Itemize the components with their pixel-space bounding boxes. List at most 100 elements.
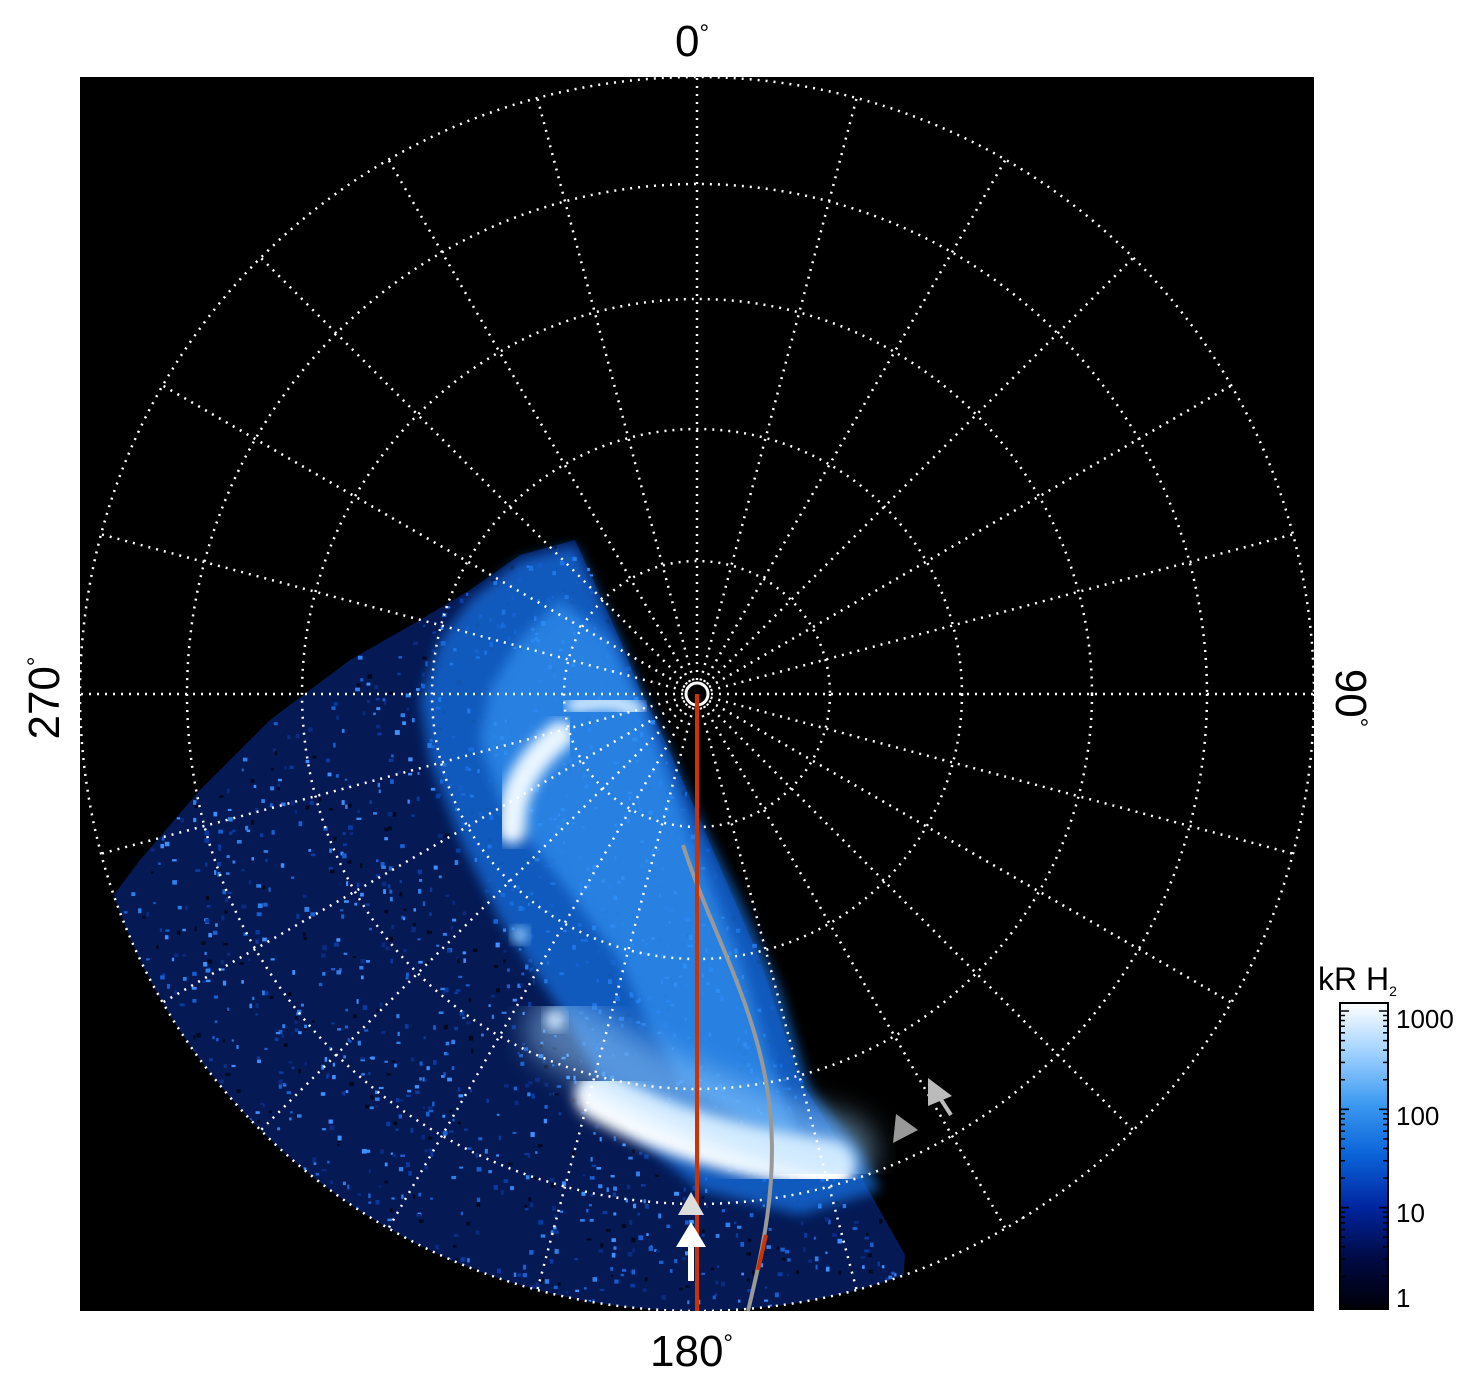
noise-speck	[380, 862, 385, 867]
noise-speck	[550, 1230, 554, 1235]
noise-speck	[312, 1157, 317, 1163]
noise-speck	[327, 772, 332, 777]
noise-speck	[685, 1251, 690, 1256]
noise-speck	[631, 1237, 636, 1243]
noise-speck	[179, 1003, 185, 1007]
noise-speck	[524, 1153, 529, 1156]
noise-speck	[669, 1323, 671, 1325]
noise-speck	[398, 1114, 402, 1119]
noise-speck	[213, 995, 219, 999]
noise-speck	[164, 841, 170, 847]
noise-speck	[468, 998, 472, 1003]
noise-speck	[201, 941, 206, 946]
noise-speck	[813, 1236, 817, 1240]
noise-speck	[219, 1079, 224, 1084]
noise-speck	[644, 1277, 648, 1282]
noise-speck	[193, 1035, 196, 1040]
noise-speck	[748, 1238, 752, 1242]
noise-speck	[627, 1251, 633, 1257]
noise-speck	[214, 1020, 218, 1024]
noise-speck	[433, 1025, 436, 1030]
arrow-grey-upper	[678, 1192, 704, 1215]
noise-speck	[340, 1326, 345, 1328]
noise-speck	[360, 892, 364, 897]
noise-speck	[322, 945, 328, 951]
noise-speck	[377, 782, 380, 788]
noise-speck	[245, 825, 249, 831]
noise-speck	[333, 742, 336, 748]
noise-speck	[498, 1135, 501, 1141]
noise-speck	[746, 1321, 750, 1325]
noise-speck	[277, 785, 281, 791]
noise-speck	[236, 1089, 241, 1093]
noise-speck	[422, 1077, 425, 1082]
noise-speck	[681, 1257, 687, 1260]
noise-speck	[866, 1232, 869, 1236]
noise-speck	[395, 1128, 399, 1132]
noise-speck	[582, 1174, 586, 1177]
noise-speck	[341, 728, 345, 733]
noise-speck	[340, 909, 344, 912]
noise-speck	[527, 1153, 531, 1158]
noise-speck	[251, 857, 255, 861]
noise-speck	[610, 1266, 613, 1271]
noise-speck	[251, 819, 255, 825]
noise-speck	[220, 959, 225, 965]
noise-speck	[621, 1268, 627, 1272]
noise-speck	[543, 1065, 549, 1069]
noise-speck	[535, 1151, 538, 1154]
noise-speck	[217, 871, 221, 877]
noise-speck	[182, 976, 187, 981]
noise-speck	[369, 800, 373, 804]
noise-speck	[442, 1114, 446, 1118]
noise-speck	[216, 1038, 219, 1042]
noise-speck	[193, 800, 197, 805]
noise-speck	[837, 1238, 843, 1244]
noise-speck	[357, 1040, 361, 1046]
noise-speck	[765, 1286, 768, 1289]
noise-speck	[213, 811, 218, 817]
noise-speck	[594, 1124, 599, 1129]
noise-speck	[741, 1272, 745, 1276]
noise-speck	[544, 1104, 548, 1109]
noise-speck	[628, 1156, 633, 1160]
noise-speck	[347, 860, 352, 864]
noise-speck	[357, 809, 360, 814]
noise-speck	[343, 900, 349, 903]
noise-speck	[231, 1064, 236, 1068]
noise-speck	[146, 911, 149, 917]
noise-speck	[302, 894, 307, 898]
noise-speck	[427, 1136, 433, 1140]
noise-speck	[422, 656, 428, 660]
noise-speck	[414, 1085, 420, 1089]
noise-speck	[631, 1269, 636, 1275]
noise-speck	[687, 1300, 690, 1305]
noise-speck	[343, 1055, 346, 1059]
noise-speck	[252, 996, 255, 1001]
noise-speck	[776, 1246, 779, 1250]
noise-speck	[248, 880, 252, 885]
noise-speck	[553, 1226, 557, 1230]
noise-speck	[630, 1283, 636, 1288]
noise-speck	[310, 853, 316, 857]
noise-speck	[270, 768, 274, 771]
noise-speck	[250, 778, 255, 783]
noise-speck	[632, 1203, 637, 1209]
noise-speck	[384, 827, 389, 832]
noise-speck	[584, 1287, 587, 1290]
noise-speck	[262, 937, 267, 942]
noise-speck	[447, 1077, 452, 1082]
colorbar	[1339, 1002, 1389, 1310]
noise-speck	[454, 860, 459, 865]
noise-speck	[402, 916, 406, 921]
noise-speck	[462, 951, 467, 955]
noise-speck	[435, 795, 440, 799]
noise-speck	[425, 1111, 430, 1117]
noise-speck	[847, 1327, 850, 1331]
noise-speck	[329, 869, 335, 874]
noise-speck	[669, 1268, 673, 1273]
noise-speck	[158, 862, 161, 865]
noise-speck	[746, 1311, 749, 1314]
noise-speck	[512, 998, 517, 1002]
